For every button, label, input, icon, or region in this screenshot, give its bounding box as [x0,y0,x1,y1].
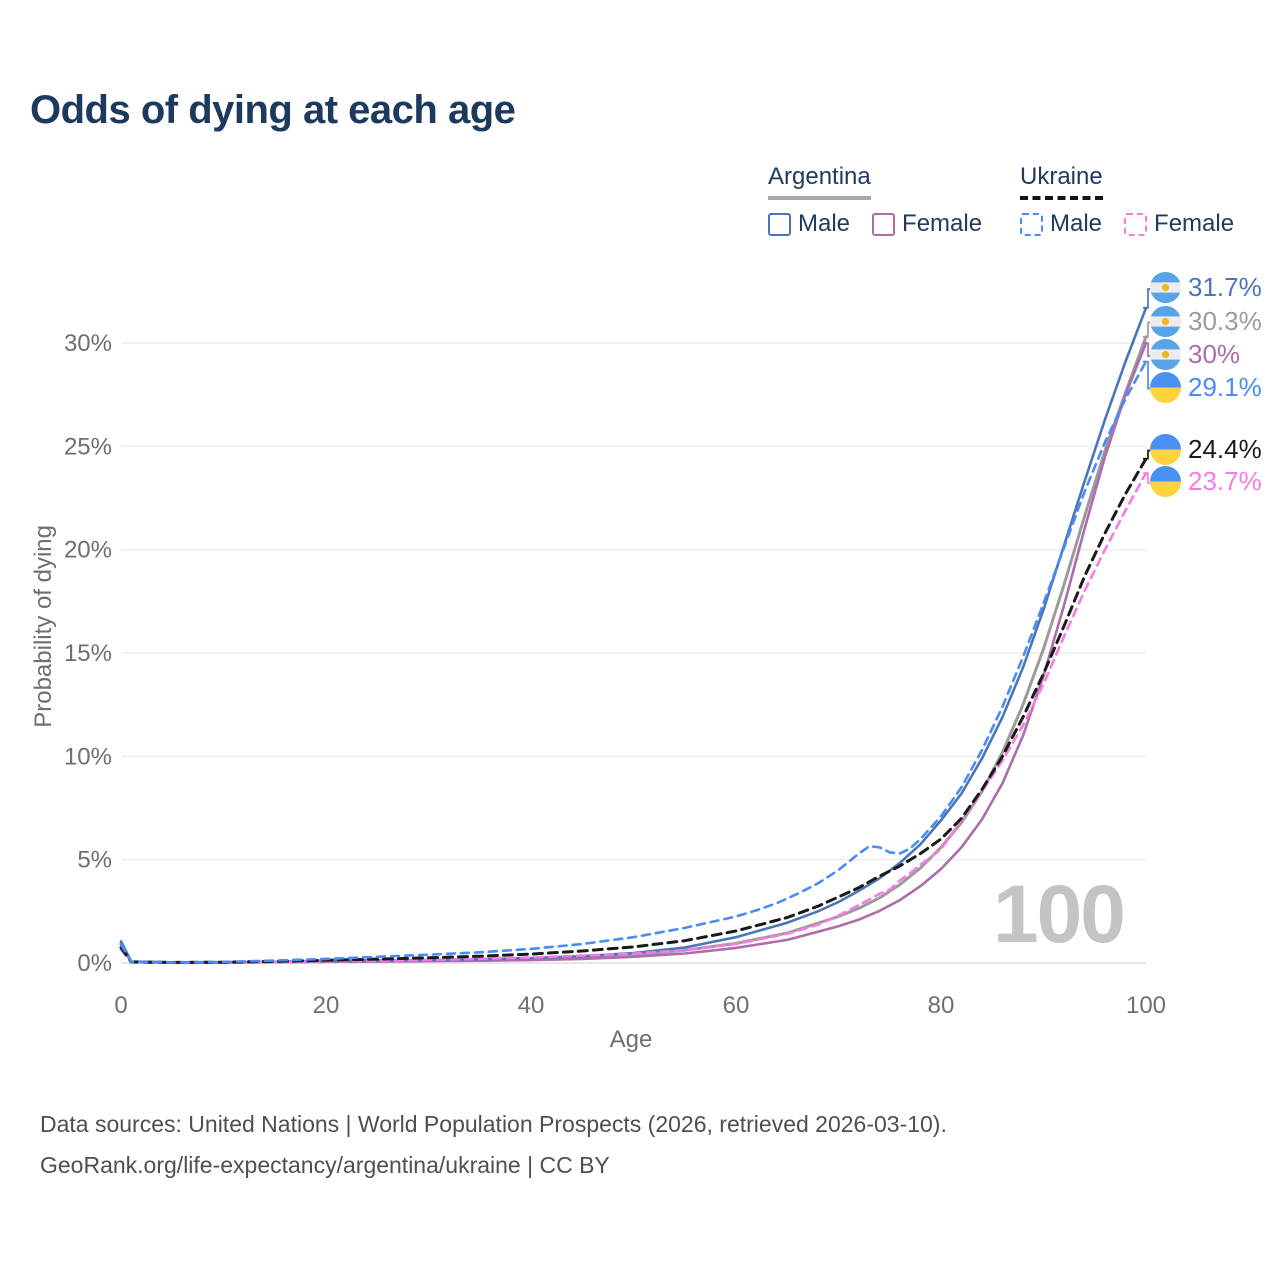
end-label-value: 31.7% [1188,272,1262,302]
end-label-ukraine-female: 23.7% [1150,466,1262,497]
y-tick-label: 30% [64,330,112,357]
argentina-male-swatch-icon [768,212,791,236]
y-tick-label: 15% [64,640,112,667]
end-label-argentina-female: 30% [1150,339,1240,370]
argentina-female-swatch-icon [872,212,896,236]
legend-ukraine-header[interactable]: Ukraine [1020,163,1103,200]
data-sources-line: Data sources: United Nations | World Pop… [40,1111,947,1137]
x-tick-label: 60 [723,992,750,1019]
legend-item-ukraine-female[interactable]: Female [1124,210,1234,238]
y-tick-label: 0% [77,950,112,977]
legend-item-ukraine-male[interactable]: Male [1020,210,1102,238]
argentina-flag-icon [1150,339,1181,370]
series-line-ukraine [119,457,1148,964]
y-tick-label: 25% [64,433,112,460]
legend-label: Male [1050,210,1103,237]
legend-group-argentina: Argentina Male Female [768,163,982,238]
ukraine-flag-icon [1150,371,1181,403]
ukraine-flag-icon [1150,466,1181,497]
legend-item-argentina-male[interactable]: Male [768,210,850,238]
legend-argentina-items: Male Female [768,210,982,238]
age-counter: 100 [993,869,1126,960]
x-tick-label: 40 [518,992,545,1019]
ukraine-female-swatch-icon [1124,212,1148,236]
legend-label: Female [1154,210,1235,237]
argentina-flag-icon [1150,305,1181,337]
end-label-value: 23.7% [1188,466,1262,496]
x-axis-title: Age [609,1026,653,1053]
legend-argentina-header[interactable]: Argentina [768,163,871,200]
end-label-value: 29.1% [1188,371,1262,402]
x-tick-label: 0 [114,992,127,1019]
legend-item-argentina-female[interactable]: Female [872,210,982,238]
x-tick-label: 80 [928,992,955,1019]
end-label-ukraine-male: 29.1% [1150,371,1262,403]
y-tick-label: 5% [77,847,112,874]
end-label-value: 24.4% [1188,433,1262,464]
end-label-argentina: 30.3% [1150,305,1262,337]
attribution-line: GeoRank.org/life-expectancy/argentina/uk… [40,1152,610,1178]
page-title: Odds of dying at each age [30,88,516,132]
ukraine-male-swatch-icon [1020,212,1043,236]
legend-label: Male [798,210,851,237]
series-line-ukraine-male [119,360,1148,964]
ukraine-flag-icon [1150,433,1181,465]
legend-group-ukraine: Ukraine Male Female [1020,163,1234,238]
x-tick-label: 20 [313,992,340,1019]
x-tick-label: 100 [1126,992,1166,1019]
legend-label: Female [902,210,983,237]
series-line-argentina-male [119,306,1148,964]
end-label-value: 30.3% [1188,305,1262,336]
end-label-ukraine: 24.4% [1150,433,1262,465]
end-label-value: 30% [1188,339,1241,369]
footer: Data sources: United Nations | World Pop… [40,1104,947,1186]
argentina-flag-icon [1150,272,1181,303]
y-tick-label: 20% [64,537,112,564]
y-tick-label: 10% [64,743,112,770]
series-line-ukraine-female [119,471,1148,964]
legend-ukraine-items: Male Female [1020,210,1234,238]
end-label-argentina-male: 31.7% [1150,272,1262,303]
